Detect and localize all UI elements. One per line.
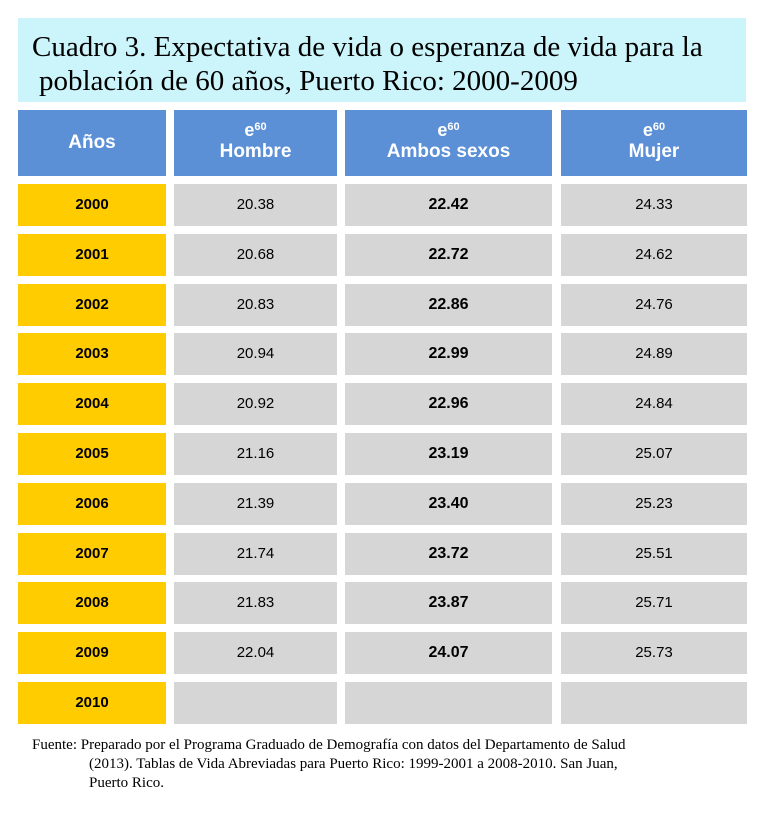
both-cell: 23.19 [345, 433, 552, 475]
source-note: Fuente: Preparado por el Programa Gradua… [32, 736, 732, 793]
year-cell: 2005 [18, 433, 166, 475]
male-cell: 20.68 [174, 234, 337, 276]
male-cell: 20.92 [174, 383, 337, 425]
female-cell: 25.51 [561, 533, 747, 575]
both-cell: 23.87 [345, 582, 552, 624]
year-cell: 2006 [18, 483, 166, 525]
both-cell: 22.42 [345, 184, 552, 226]
both-cell [345, 682, 552, 724]
header-male-symbol: e60 [244, 120, 267, 140]
source-line-3: Puerto Rico. [89, 775, 164, 791]
both-cell: 22.96 [345, 383, 552, 425]
female-cell: 25.07 [561, 433, 747, 475]
table-title-line-1: Cuadro 3. Expectativa de vida o esperanz… [32, 31, 703, 63]
female-cell: 25.71 [561, 582, 747, 624]
source-line-2: (2013). Tablas de Vida Abreviadas para P… [89, 756, 618, 772]
year-cell: 2004 [18, 383, 166, 425]
both-cell: 23.40 [345, 483, 552, 525]
female-cell [561, 682, 747, 724]
male-cell: 22.04 [174, 632, 337, 674]
year-cell: 2003 [18, 333, 166, 375]
male-cell: 21.16 [174, 433, 337, 475]
male-cell: 20.83 [174, 284, 337, 326]
female-cell: 25.23 [561, 483, 747, 525]
table-title-line-2: población de 60 años, Puerto Rico: 2000-… [39, 65, 578, 97]
year-cell: 2007 [18, 533, 166, 575]
both-cell: 22.86 [345, 284, 552, 326]
year-cell: 2008 [18, 582, 166, 624]
header-female-label: Mujer [628, 141, 680, 162]
male-cell: 20.94 [174, 333, 337, 375]
male-cell: 21.83 [174, 582, 337, 624]
table-title-box: Cuadro 3. Expectativa de vida o esperanz… [18, 18, 746, 102]
header-years: Años [18, 110, 166, 176]
header-female-symbol: e60 [642, 120, 666, 140]
year-cell: 2009 [18, 632, 166, 674]
header-female: e60 Mujer [561, 110, 747, 176]
header-male-label: Hombre [219, 141, 292, 162]
header-years-label: Años [68, 132, 116, 153]
female-cell: 24.62 [561, 234, 747, 276]
male-cell: 20.38 [174, 184, 337, 226]
female-cell: 24.76 [561, 284, 747, 326]
year-cell: 2010 [18, 682, 166, 724]
header-both: e60 Ambos sexos [345, 110, 552, 176]
both-cell: 24.07 [345, 632, 552, 674]
female-cell: 24.33 [561, 184, 747, 226]
header-both-symbol: e60 [437, 120, 460, 140]
male-cell: 21.39 [174, 483, 337, 525]
header-male: e60 Hombre [174, 110, 337, 176]
female-cell: 24.89 [561, 333, 747, 375]
year-cell: 2001 [18, 234, 166, 276]
female-cell: 25.73 [561, 632, 747, 674]
year-cell: 2002 [18, 284, 166, 326]
source-line-1: Fuente: Preparado por el Programa Gradua… [32, 737, 626, 753]
both-cell: 22.72 [345, 234, 552, 276]
header-both-label: Ambos sexos [386, 141, 511, 162]
both-cell: 23.72 [345, 533, 552, 575]
male-cell [174, 682, 337, 724]
male-cell: 21.74 [174, 533, 337, 575]
female-cell: 24.84 [561, 383, 747, 425]
both-cell: 22.99 [345, 333, 552, 375]
year-cell: 2000 [18, 184, 166, 226]
